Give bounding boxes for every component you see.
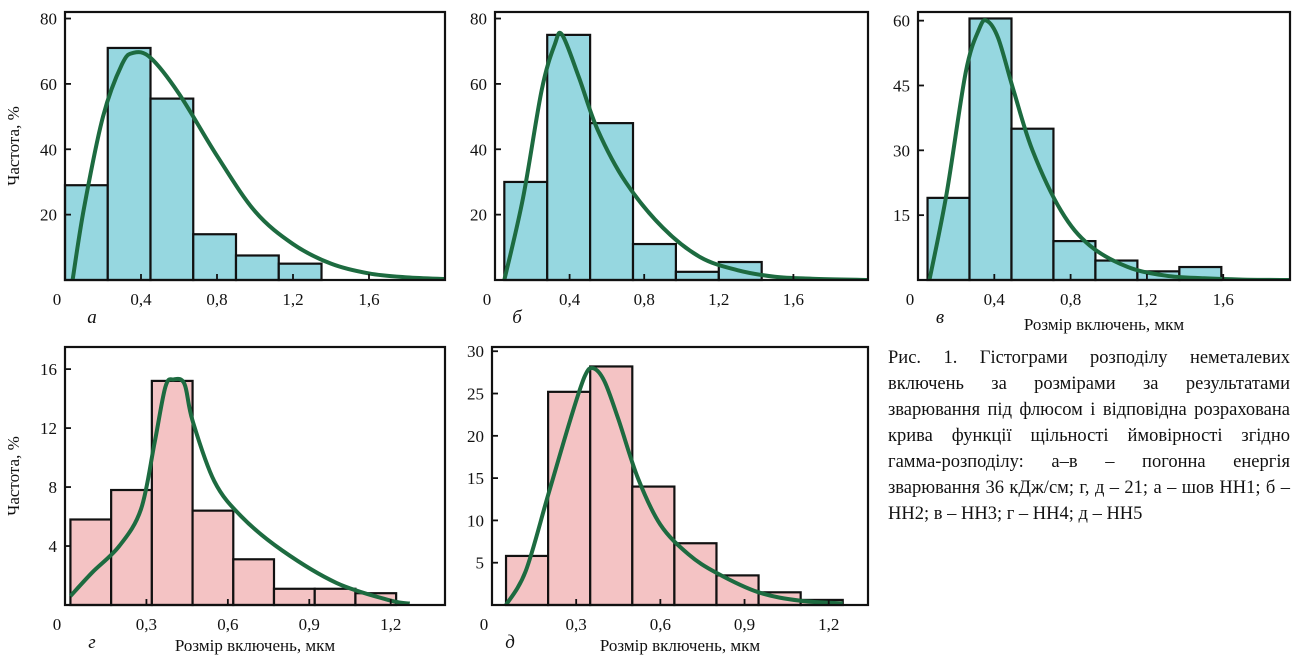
panel-label: в xyxy=(936,307,944,328)
histogram-bar xyxy=(674,270,720,282)
y-tick-label: 60 xyxy=(470,75,487,94)
y-tick-label: 12 xyxy=(40,419,57,438)
x-tick-label: 0,9 xyxy=(734,615,755,634)
histogram-bar xyxy=(277,262,323,282)
y-tick-label: 5 xyxy=(476,554,485,573)
chart-panel-2: 20 40 60 80 0 0,4 0,8 1,2 1,6 б xyxy=(470,10,870,328)
x-tick-label: 1,6 xyxy=(358,290,379,309)
x-tick-label: 0,8 xyxy=(1060,290,1081,309)
x-tick-label: 0,3 xyxy=(136,615,157,634)
histogram-bar xyxy=(232,558,276,607)
gamma-density-curve xyxy=(68,376,411,605)
plot-frame xyxy=(490,345,870,607)
x-tick-label: 0 xyxy=(53,290,62,309)
x-tick-label: 1,6 xyxy=(783,290,804,309)
x-tick-label: 0 xyxy=(53,615,62,634)
x-tick-label: 1,2 xyxy=(708,290,729,309)
y-tick-label: 45 xyxy=(893,76,910,95)
x-tick-label: 0,8 xyxy=(634,290,655,309)
x-tick-label: 1,2 xyxy=(1136,290,1157,309)
x-axis-label: Розмір включень, мкм xyxy=(1024,315,1185,334)
x-tick-label: 0,3 xyxy=(566,615,587,634)
histogram-bar xyxy=(192,233,238,282)
y-tick-label: 20 xyxy=(467,427,484,446)
y-tick-label: 80 xyxy=(470,10,487,29)
x-tick-label: 0,4 xyxy=(984,290,1006,309)
histogram-bar xyxy=(631,485,676,607)
y-tick-label: 15 xyxy=(893,206,910,225)
histogram-bar xyxy=(546,33,592,282)
y-tick-label: 15 xyxy=(467,469,484,488)
y-tick-label: 30 xyxy=(893,141,910,160)
y-tick-label: 60 xyxy=(40,75,57,94)
x-axis-label: Розмір включень, мкм xyxy=(600,636,761,655)
x-tick-label: 0 xyxy=(480,615,489,634)
histogram-bar xyxy=(673,542,718,607)
histogram-bar xyxy=(503,180,549,282)
x-tick-label: 0,6 xyxy=(217,615,238,634)
plot-frame xyxy=(493,10,870,282)
panel-label: б xyxy=(512,307,523,328)
histogram-bar xyxy=(589,122,635,282)
panel-label: г xyxy=(88,632,95,653)
y-tick-label: 25 xyxy=(467,385,484,404)
y-tick-label: 40 xyxy=(470,140,487,159)
y-tick-label: 16 xyxy=(40,360,57,379)
x-tick-label: 1,6 xyxy=(1213,290,1234,309)
histogram-bar xyxy=(313,587,357,607)
gamma-density-curve xyxy=(927,18,1290,280)
histogram-bar xyxy=(631,242,678,282)
plot-frame xyxy=(63,345,447,607)
histogram-bar xyxy=(149,97,195,282)
y-tick-label: 30 xyxy=(467,342,484,361)
y-tick-label: 60 xyxy=(893,12,910,31)
histogram-bar xyxy=(191,509,235,607)
y-tick-label: 4 xyxy=(49,537,58,556)
plot-frame xyxy=(63,10,447,282)
x-tick-label: 1,2 xyxy=(818,615,839,634)
x-tick-label: 0,9 xyxy=(299,615,320,634)
gamma-density-curve xyxy=(502,30,868,280)
gamma-density-curve xyxy=(70,50,445,280)
x-tick-label: 0,4 xyxy=(559,290,581,309)
histogram-bar xyxy=(234,254,280,282)
histogram-bar xyxy=(715,574,760,607)
y-axis-label: Частота, % xyxy=(4,436,23,515)
x-tick-label: 0,4 xyxy=(130,290,152,309)
chart-panel-5: 5 10 15 20 25 30 0 0,3 0,6 0,9 1,2 Розмір включень,… xyxy=(467,342,870,655)
figure-caption: Рис. 1. Гістограми розподілу неметалевих… xyxy=(888,348,1290,524)
panel-label: д xyxy=(505,632,515,653)
histogram-bar xyxy=(106,46,152,282)
panel-label: а xyxy=(87,307,97,328)
y-tick-label: 10 xyxy=(467,511,484,530)
plot-frame xyxy=(916,10,1292,282)
y-tick-label: 80 xyxy=(40,10,57,29)
y-tick-label: 20 xyxy=(40,206,57,225)
y-tick-label: 8 xyxy=(49,478,58,497)
y-tick-label: 20 xyxy=(470,206,487,225)
chart-panel-4: 4 8 12 16 0 0,3 0,6 0,9 1,2 Частота, % Розмір вклю… xyxy=(4,345,447,655)
x-tick-label: 0 xyxy=(483,290,492,309)
x-tick-label: 0 xyxy=(906,290,915,309)
gamma-density-curve xyxy=(504,365,843,605)
x-tick-label: 0,8 xyxy=(206,290,227,309)
x-tick-label: 0,6 xyxy=(650,615,671,634)
x-tick-label: 1,2 xyxy=(282,290,303,309)
chart-panel-3: 15 30 45 60 0 0,4 0,8 1,2 1,6 Розмір включень, мк… xyxy=(893,10,1292,334)
x-axis-label: Розмір включень, мкм xyxy=(175,636,336,655)
chart-panel-1: 20 40 60 80 0 0,4 0,8 1,2 1,6 Частота, % а xyxy=(4,10,447,328)
y-axis-label: Частота, % xyxy=(4,106,23,185)
y-tick-label: 40 xyxy=(40,140,57,159)
x-tick-label: 1,2 xyxy=(380,615,401,634)
